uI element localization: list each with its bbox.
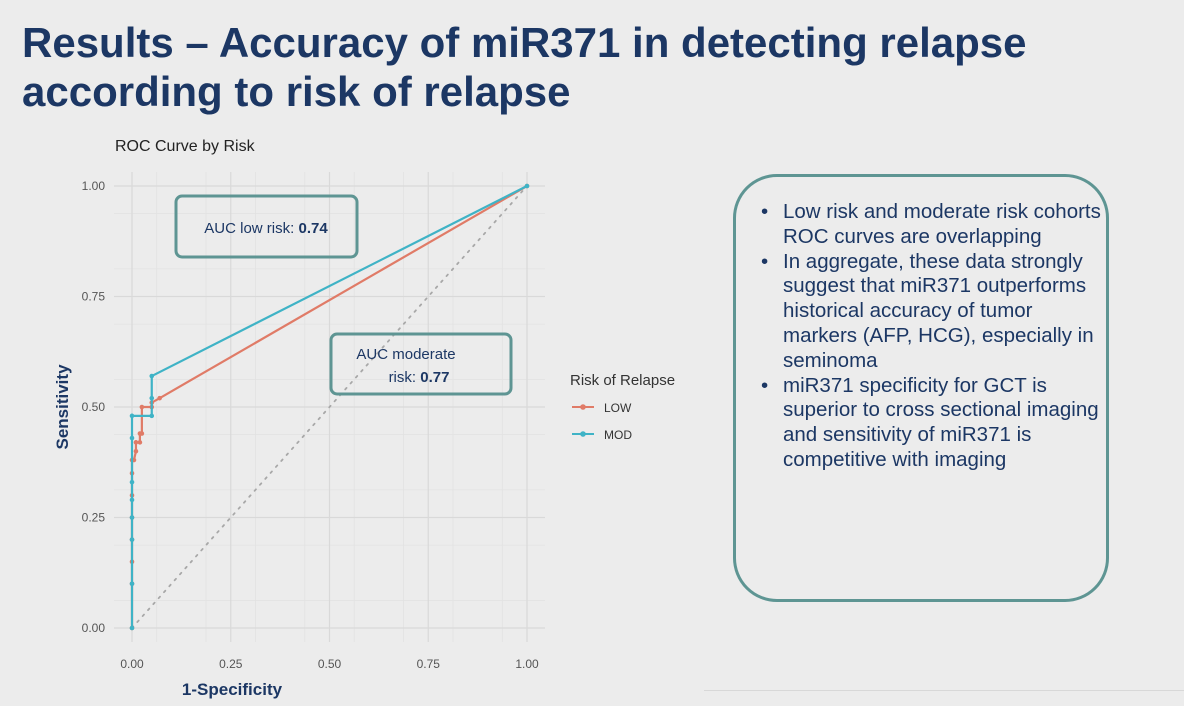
summary-bullets: Low risk and moderate risk cohorts ROC c… [761, 200, 1103, 473]
legend-label: MOD [604, 428, 632, 442]
x-tick-label: 0.75 [417, 657, 441, 671]
chart-ticks: 0.00 0.25 0.50 0.75 1.00 0.00 0.25 0.50 0.75 1.00 [82, 179, 539, 671]
auc-mod-callout: AUC moderate risk: 0.77 [329, 332, 513, 396]
chart-grid [114, 172, 545, 642]
auc-mod-label-line-1: AUC moderate [356, 346, 455, 363]
auc-low-label: AUC low risk: [204, 220, 294, 237]
chart-legend: Risk of Relapse LOW MOD [570, 372, 675, 442]
y-tick-label: 0.75 [82, 290, 106, 304]
data-point-low [133, 440, 139, 445]
bullet-item: miR371 specificity for GCT is superior t… [761, 374, 1103, 473]
y-tick-label: 0.50 [82, 400, 106, 414]
y-tick-label: 0.00 [82, 621, 106, 635]
data-point-low [133, 448, 139, 454]
auc-mod-value: 0.77 [420, 369, 449, 386]
series-line-mod [130, 185, 528, 628]
reference-diagonal [131, 185, 528, 629]
data-point-mod [129, 497, 135, 503]
x-tick-label: 0.00 [120, 657, 144, 671]
svg-text:AUC low risk: 0.74: AUC low risk: 0.74 [204, 220, 328, 237]
auc-low-value: 0.74 [298, 220, 328, 237]
data-point-mod [129, 625, 135, 631]
legend-item-low: LOW [572, 401, 632, 415]
slide-title-line-1: Results – Accuracy of miR371 in detectin… [22, 19, 1027, 66]
chart-title: ROC Curve by Risk [115, 138, 256, 155]
data-point-mod [149, 395, 155, 401]
x-axis-label: 1-Specificity [182, 680, 283, 699]
legend-marker [580, 431, 586, 437]
data-point-low [157, 395, 162, 401]
y-tick-label: 0.25 [82, 511, 106, 525]
data-point-low [139, 404, 145, 410]
legend-marker [580, 404, 586, 410]
data-point-mod [149, 373, 155, 379]
chart-series [129, 183, 530, 631]
bullet-item: Low risk and moderate risk cohorts ROC c… [761, 200, 1103, 250]
auc-mod-label-line-2: risk: [389, 369, 417, 386]
x-tick-label: 0.25 [219, 657, 243, 671]
x-tick-label: 1.00 [515, 657, 539, 671]
data-point-mod [129, 435, 135, 441]
y-axis-label: Sensitivity [53, 364, 72, 450]
data-point-mod [129, 537, 135, 542]
footer-divider [704, 690, 1184, 691]
summary-box [733, 174, 1109, 602]
roc-chart: ROC Curve by Risk 0.00 0.25 0.50 0.75 1.000.… [53, 138, 675, 699]
auc-low-callout: AUC low risk: 0.74 [174, 194, 359, 259]
y-tick-label: 1.00 [82, 179, 106, 193]
slide-title: Results – Accuracy of miR371 in detectin… [22, 18, 1182, 116]
x-tick-label: 0.50 [318, 657, 342, 671]
legend-title: Risk of Relapse [570, 372, 675, 389]
legend-item-mod: MOD [572, 428, 632, 442]
bullet-item: In aggregate, these data strongly sugges… [761, 250, 1103, 374]
data-point-mod [129, 515, 135, 520]
svg-text:risk: 0.77: risk: 0.77 [389, 369, 450, 386]
data-point-mod [524, 183, 530, 189]
legend-label: LOW [604, 401, 632, 415]
data-point-mod [149, 413, 155, 419]
data-point-mod [129, 413, 135, 419]
data-point-mod [129, 581, 135, 587]
data-point-mod [129, 479, 135, 485]
slide-title-line-2: according to risk of relapse [22, 68, 571, 115]
data-point-low [139, 431, 145, 436]
data-point-low [137, 440, 143, 445]
